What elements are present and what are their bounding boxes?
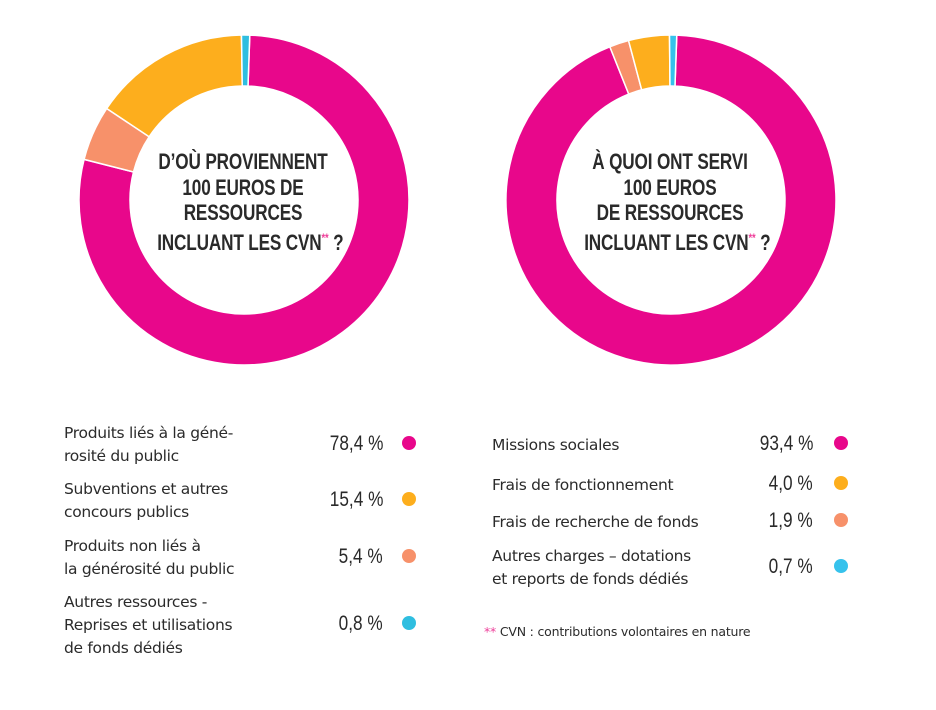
legend-value: 78,4 % bbox=[329, 432, 383, 455]
title-line: 100 EUROS DE bbox=[182, 174, 304, 200]
title-line: INCLUANT LES CVN** ? bbox=[584, 226, 770, 256]
legend-label-line: Reprises et utilisations bbox=[64, 615, 233, 634]
legend-label: Subventions et autres concours publics bbox=[64, 478, 228, 524]
legend-label: Autres charges – dotations et reports de … bbox=[492, 545, 691, 591]
legend-label: Produits liés à la géné-rosité du public bbox=[64, 422, 233, 468]
title-line: RESSOURCES bbox=[183, 200, 303, 225]
title-text: INCLUANT LES CVN bbox=[157, 229, 322, 255]
donut-slice-missions-sociales bbox=[505, 34, 837, 366]
legend-value: 0,7 % bbox=[768, 555, 813, 578]
legend-color-dot bbox=[402, 616, 416, 630]
footnote: ** CVN : contributions volontaires en na… bbox=[484, 624, 751, 639]
title-asterisk: ** bbox=[321, 230, 329, 245]
legend-color-dot bbox=[402, 492, 416, 506]
donut-slice-autres-ressources-reprises-et-utilisations-de-fonds-dedies bbox=[240, 34, 251, 87]
donut-uses bbox=[505, 34, 837, 366]
title-asterisk: ** bbox=[748, 230, 756, 245]
footnote-asterisk: ** bbox=[484, 624, 497, 639]
legend-label: Produits non liés à la générosité du publ… bbox=[64, 535, 235, 581]
legend-value: 1,9 % bbox=[768, 509, 813, 532]
legend-value: 15,4 % bbox=[329, 488, 383, 511]
donut-uses-title: À QUOI ONT SERVI 100 EUROS DE RESSOURCES IN… bbox=[560, 149, 780, 255]
legend-color-dot bbox=[402, 549, 416, 563]
donut-slice-produits-lies-a-la-generosite-du-public bbox=[78, 34, 410, 366]
legend-resources: Produits liés à la géné-rosité du public… bbox=[64, 0, 424, 710]
legend-label-line: Missions sociales bbox=[492, 435, 620, 454]
legend-color-dot bbox=[834, 436, 848, 450]
legend-label-line: rosité du public bbox=[64, 447, 179, 465]
footnote-text: CVN : contributions volontaires en natur… bbox=[496, 624, 751, 639]
legend-label: Missions sociales bbox=[492, 434, 619, 457]
title-question-mark: ? bbox=[755, 229, 771, 255]
legend-label-line: Autres charges – dotations bbox=[492, 547, 691, 565]
title-line: D’OÙ PROVIENNENT bbox=[158, 149, 328, 174]
title-line: INCLUANT LES CVN** ? bbox=[157, 226, 343, 256]
title-line: 100 EUROS bbox=[623, 174, 717, 200]
legend-value: 93,4 % bbox=[759, 432, 813, 455]
legend-value: 4,0 % bbox=[768, 472, 813, 495]
legend-label-line: et reports de fonds dédiés bbox=[492, 570, 689, 588]
donut-resources-title: D’OÙ PROVIENNENT 100 EUROS DE RESSOURCES IN… bbox=[133, 149, 353, 255]
title-line: À QUOI ONT SERVI bbox=[592, 149, 748, 174]
legend-label-line: Produits liés à la géné- bbox=[64, 424, 234, 442]
legend-label: Frais de fonctionnement bbox=[492, 474, 674, 497]
donut-resources bbox=[78, 34, 410, 366]
legend-label-line: Subventions et autres bbox=[64, 480, 229, 498]
legend-label-line: la générosité du public bbox=[64, 560, 235, 578]
legend-color-dot bbox=[834, 513, 848, 527]
legend-uses: Missions sociales 93,4 % Frais de fonction… bbox=[492, 0, 852, 710]
donut-slice-autres-charges-dotations-et-reports-de-fonds-dedies bbox=[668, 34, 678, 87]
legend-label-line: Frais de recherche de fonds bbox=[492, 512, 699, 531]
legend-label: Frais de recherche de fonds bbox=[492, 511, 699, 534]
legend-label-line: Produits non liés à bbox=[64, 537, 201, 555]
legend-label-line: Frais de fonctionnement bbox=[492, 475, 674, 494]
legend-label: Autres ressources - Reprises et utilisati… bbox=[64, 591, 233, 660]
legend-color-dot bbox=[402, 436, 416, 450]
legend-color-dot bbox=[834, 476, 848, 490]
title-text: INCLUANT LES CVN bbox=[584, 229, 749, 255]
legend-label-line: concours publics bbox=[64, 503, 189, 521]
donut-charts bbox=[78, 34, 837, 366]
legend-label-line: de fonds dédiés bbox=[64, 638, 183, 657]
title-question-mark: ? bbox=[328, 229, 344, 255]
legend-label-line: Autres ressources - bbox=[64, 592, 208, 611]
legend-color-dot bbox=[834, 559, 848, 573]
title-line: DE RESSOURCES bbox=[596, 200, 744, 225]
legend-value: 0,8 % bbox=[338, 612, 383, 635]
legend-value: 5,4 % bbox=[338, 545, 383, 568]
